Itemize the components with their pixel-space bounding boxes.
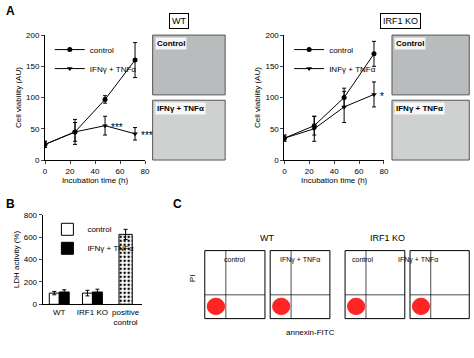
svg-text:control: control [224,256,245,263]
svg-text:0: 0 [35,156,40,165]
svg-text:Incubation time (h): Incubation time (h) [301,176,368,185]
svg-text:INFγ + TNFα: INFγ + TNFα [329,65,376,74]
svg-text:Control: Control [157,39,185,48]
svg-text:IFNγ + TNFα: IFNγ + TNFα [90,65,137,74]
svg-text:60: 60 [355,167,364,176]
svg-text:0: 0 [282,167,287,176]
svg-text:80: 80 [141,167,150,176]
svg-text:IFNγ + TNFα: IFNγ + TNFα [396,104,443,113]
svg-text:IFNγ + TNFα: IFNγ + TNFα [157,104,204,113]
svg-text:100: 100 [26,93,40,102]
svg-text:20: 20 [66,167,75,176]
svg-text:control: control [90,46,114,55]
svg-text:80: 80 [379,167,388,176]
svg-text:PI: PI [188,275,197,283]
svg-text:IFNγ + TNFα: IFNγ + TNFα [280,256,320,264]
svg-text:control: control [87,225,111,234]
svg-text:200: 200 [265,31,279,40]
svg-text:100: 100 [265,93,279,102]
svg-text:IRF1 KO: IRF1 KO [383,16,418,26]
svg-text:C: C [173,197,182,211]
svg-text:B: B [6,197,15,211]
svg-text:***: *** [111,122,123,133]
svg-text:Cell viability (AU): Cell viability (AU) [14,67,23,128]
svg-text:IFNγ + TNFα: IFNγ + TNFα [398,256,438,264]
svg-text:600: 600 [24,233,38,242]
svg-text:annexin-FITC: annexin-FITC [286,328,335,337]
svg-text:IRF1 KO: IRF1 KO [77,308,108,317]
svg-text:A: A [6,4,15,18]
svg-text:800: 800 [24,211,38,220]
svg-text:50: 50 [31,125,40,134]
svg-text:positivecontrol: positivecontrol [112,308,140,327]
svg-text:0: 0 [43,167,48,176]
svg-text:40: 40 [91,167,100,176]
svg-text:IFNγ + TNFα: IFNγ + TNFα [87,244,134,253]
svg-text:***: *** [141,130,153,141]
svg-text:WT: WT [260,233,274,243]
svg-text:WT: WT [172,16,186,26]
svg-text:*: * [380,91,384,102]
svg-text:Cell viability (AU): Cell viability (AU) [253,67,262,128]
svg-text:control: control [329,46,353,55]
svg-text:WT: WT [53,308,66,317]
svg-text:control: control [352,256,373,263]
svg-text:0: 0 [274,156,279,165]
svg-text:150: 150 [265,62,279,71]
svg-text:IRF1 KO: IRF1 KO [370,233,405,243]
svg-text:50: 50 [270,125,279,134]
svg-text:60: 60 [116,167,125,176]
svg-text:Incubation time (h): Incubation time (h) [62,176,129,185]
svg-text:400: 400 [24,255,38,264]
svg-text:200: 200 [24,278,38,287]
svg-text:0: 0 [33,300,38,309]
svg-text:200: 200 [26,31,40,40]
svg-text:Control: Control [396,39,424,48]
svg-text:LDH activity (%): LDH activity (%) [12,231,21,289]
svg-text:150: 150 [26,62,40,71]
svg-text:20: 20 [305,167,314,176]
svg-text:40: 40 [330,167,339,176]
